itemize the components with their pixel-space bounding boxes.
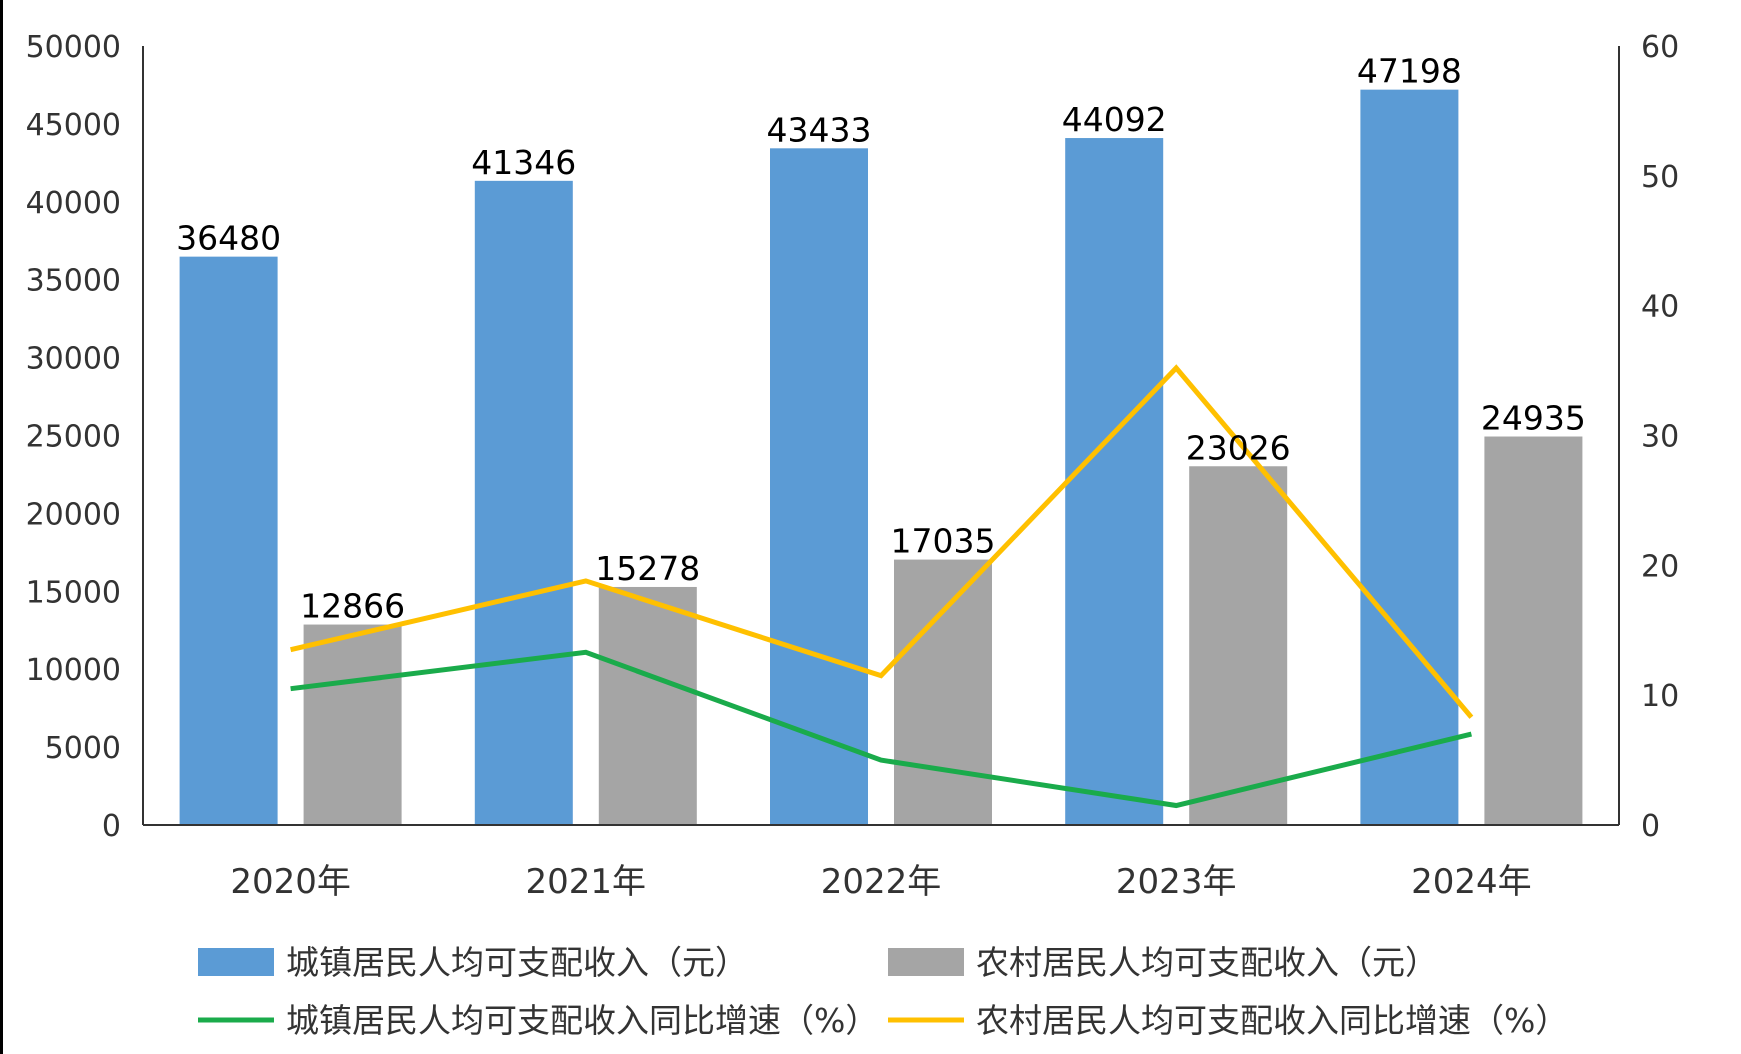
combo-chart: 2020年 2021年 2022年 2023年 2024年 0 5000 10000 15000… [26, 30, 1680, 1040]
bar-series1-0 [179, 256, 278, 825]
legend-label-0: 城镇居民人均可支配收入（元） [286, 943, 748, 982]
bar-series1-4 [1360, 89, 1459, 826]
x-tick-label-3: 2023年 [1116, 862, 1237, 902]
y-left-tick-label-9: 45000 [26, 108, 121, 143]
line-series2 [290, 364, 1474, 719]
data-label-series1-0: 36480 [176, 219, 281, 258]
legend-swatch-1 [888, 948, 964, 976]
y-left-tick-label-0: 0 [102, 809, 121, 844]
x-tick-label-1: 2021年 [526, 862, 647, 902]
y-left-tick-label-1: 5000 [45, 731, 121, 766]
y-right-tick-label-4: 40 [1641, 290, 1679, 325]
y-left-tick-label-4: 20000 [26, 497, 121, 532]
legend-label-3: 农村居民人均可支配收入同比增速（%） [976, 1001, 1568, 1040]
bar-series1-3 [1065, 138, 1164, 826]
y-right-tick-label-0: 0 [1641, 809, 1660, 844]
data-label-series2-1: 15278 [595, 549, 700, 588]
bar-series1-1 [474, 180, 573, 825]
labels-layer: 36480 12866 41346 15278 43433 17035 44092 23026… [176, 52, 1586, 626]
bar-series2-0 [303, 624, 402, 825]
x-tick-label-0: 2020年 [230, 862, 351, 902]
bar-series2-3 [1189, 466, 1288, 825]
legend-label-1: 农村居民人均可支配收入（元） [976, 943, 1438, 982]
line-series1 [290, 649, 1472, 809]
y-right-tick-label-3: 30 [1641, 420, 1679, 455]
data-label-series2-0: 12866 [300, 587, 405, 626]
bar-series2-4 [1484, 436, 1583, 825]
y-left-tick-label-3: 15000 [26, 575, 121, 610]
x-tick-label-2: 2022年 [821, 862, 942, 902]
data-label-series2-4: 24935 [1481, 399, 1586, 438]
y-left-tick-label-10: 50000 [26, 30, 121, 65]
data-label-series2-3: 23026 [1186, 428, 1291, 467]
data-label-series1-4: 47198 [1357, 52, 1462, 91]
x-tick-label-4: 2024年 [1411, 862, 1532, 902]
y-right-tick-label-5: 50 [1641, 160, 1679, 195]
y-left-tick-label-7: 35000 [26, 264, 121, 299]
legend: 城镇居民人均可支配收入（元） 农村居民人均可支配收入（元） 城镇居民人均可支配收入同… [198, 943, 1568, 1040]
legend-swatch-0 [198, 948, 274, 976]
y-left-tick-label-2: 10000 [26, 653, 121, 688]
y-left-tick-label-8: 40000 [26, 186, 121, 221]
bar-series2-2 [894, 559, 992, 825]
data-label-series1-1: 41346 [471, 143, 576, 182]
y-right-tick-label-2: 20 [1641, 549, 1679, 584]
y-right-tick-label-6: 60 [1641, 30, 1679, 65]
data-label-series1-3: 44092 [1062, 100, 1167, 139]
bar-series1-2 [770, 148, 868, 826]
bar-series2-1 [598, 586, 697, 825]
axes-layer: 2020年 2021年 2022年 2023年 2024年 0 5000 10000 15000… [26, 30, 1680, 902]
data-label-series2-2: 17035 [891, 522, 996, 561]
data-label-series1-2: 43433 [767, 110, 872, 149]
y-right-tick-label-1: 10 [1641, 679, 1679, 714]
bars-layer [179, 89, 1583, 826]
lines-layer [290, 364, 1474, 809]
legend-label-2: 城镇居民人均可支配收入同比增速（%） [286, 1001, 878, 1040]
y-left-tick-label-6: 30000 [26, 342, 121, 377]
y-left-tick-label-5: 25000 [26, 420, 121, 455]
